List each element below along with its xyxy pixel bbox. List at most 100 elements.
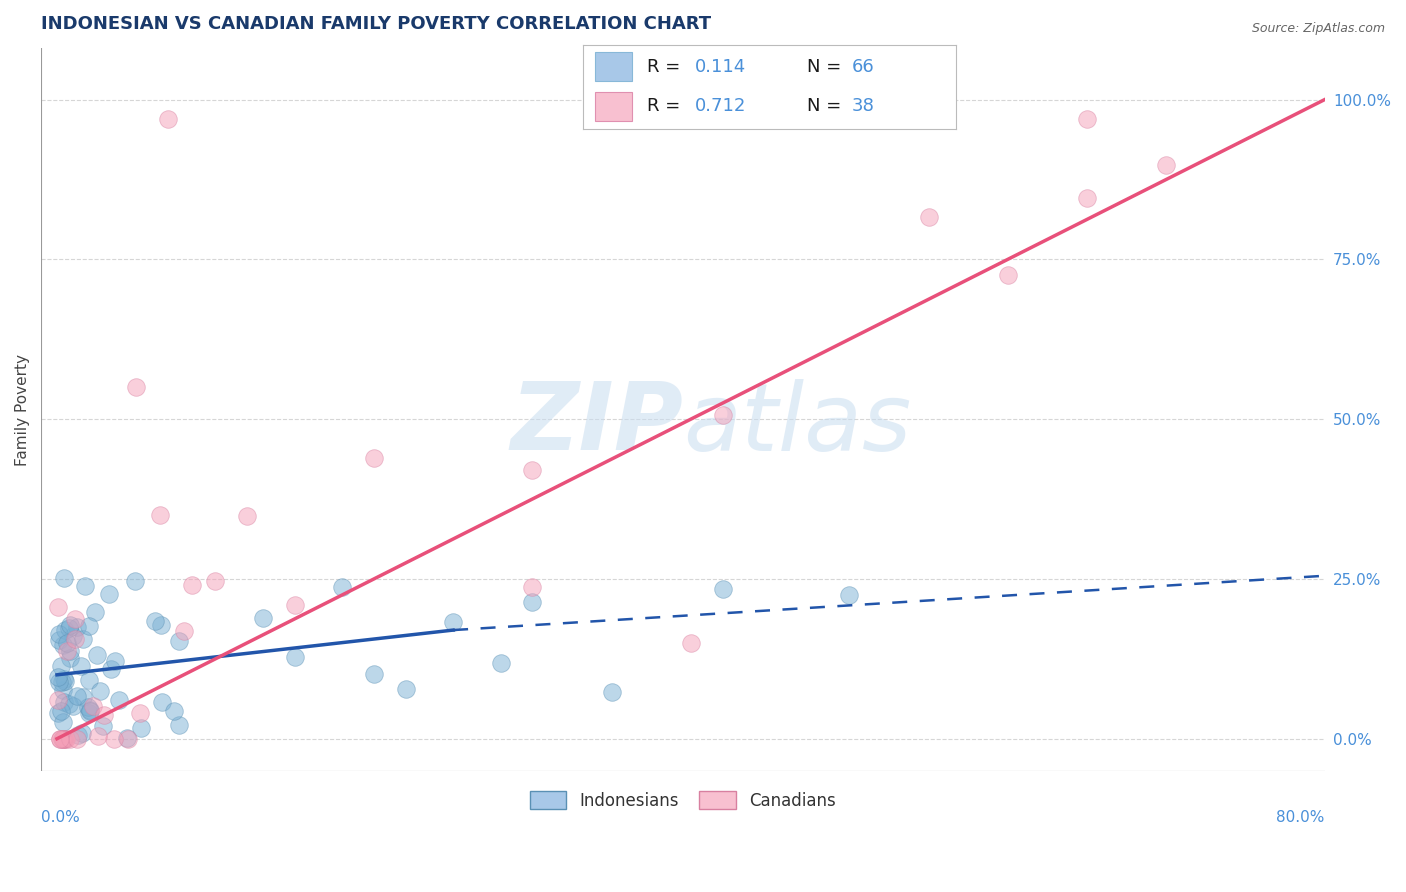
Bar xyxy=(595,92,631,120)
Point xyxy=(79,703,101,717)
Point xyxy=(62,629,84,643)
Point xyxy=(53,731,76,746)
Text: R =: R = xyxy=(647,97,686,115)
Point xyxy=(489,656,512,670)
Point xyxy=(236,509,259,524)
Point xyxy=(86,648,108,662)
Point xyxy=(59,618,82,632)
Point xyxy=(363,450,385,465)
Point xyxy=(72,632,94,646)
Point xyxy=(150,695,173,709)
Point xyxy=(284,650,307,665)
Point xyxy=(49,705,72,719)
Point xyxy=(59,731,82,746)
Text: Source: ZipAtlas.com: Source: ZipAtlas.com xyxy=(1251,22,1385,36)
Point xyxy=(53,672,76,686)
Point xyxy=(115,731,138,745)
Text: 38: 38 xyxy=(852,97,875,115)
Point xyxy=(52,638,75,652)
Point xyxy=(69,658,91,673)
Point xyxy=(51,731,73,746)
Point xyxy=(65,632,87,646)
Point xyxy=(522,463,544,477)
Point xyxy=(330,580,353,594)
Point xyxy=(56,635,79,649)
Point xyxy=(48,632,70,647)
Text: N =: N = xyxy=(807,58,846,76)
Point xyxy=(917,210,939,224)
Point xyxy=(103,731,125,746)
Point xyxy=(1076,190,1098,204)
Point xyxy=(129,722,152,736)
Text: 66: 66 xyxy=(852,58,875,76)
Point xyxy=(49,731,72,746)
Point xyxy=(252,611,274,625)
Point xyxy=(100,662,122,676)
Point xyxy=(56,644,79,658)
Point xyxy=(128,706,150,720)
Point xyxy=(124,574,146,588)
Point xyxy=(58,621,80,635)
Point xyxy=(522,595,544,609)
Point xyxy=(143,614,166,628)
Point xyxy=(363,666,385,681)
Text: 0.114: 0.114 xyxy=(695,58,747,76)
Point xyxy=(67,727,90,741)
Point xyxy=(156,112,179,126)
Point xyxy=(91,719,114,733)
Point xyxy=(204,574,226,589)
Point xyxy=(997,268,1019,282)
Point xyxy=(77,673,100,687)
Point xyxy=(87,729,110,743)
Point xyxy=(59,644,82,658)
Point xyxy=(53,571,76,585)
Point xyxy=(117,731,139,746)
Text: 0.712: 0.712 xyxy=(695,97,747,115)
Point xyxy=(66,690,89,704)
Point xyxy=(46,706,69,721)
Point xyxy=(93,708,115,723)
Point xyxy=(59,651,82,665)
Point xyxy=(103,654,125,668)
Point xyxy=(52,731,75,746)
Text: atlas: atlas xyxy=(683,378,911,469)
Point xyxy=(679,636,702,650)
Point xyxy=(66,620,89,634)
Point xyxy=(77,699,100,714)
Point xyxy=(49,731,72,746)
Point xyxy=(284,598,307,612)
Text: INDONESIAN VS CANADIAN FAMILY POVERTY CORRELATION CHART: INDONESIAN VS CANADIAN FAMILY POVERTY CO… xyxy=(41,15,711,33)
Y-axis label: Family Poverty: Family Poverty xyxy=(15,353,30,466)
Point xyxy=(62,698,84,713)
Text: 80.0%: 80.0% xyxy=(1277,811,1324,825)
Point xyxy=(53,673,76,688)
Text: N =: N = xyxy=(807,97,846,115)
Point xyxy=(394,682,416,697)
Point xyxy=(149,618,172,632)
Point xyxy=(711,582,734,596)
Point xyxy=(48,675,70,690)
Point xyxy=(70,726,93,740)
Bar xyxy=(595,53,631,81)
Point xyxy=(77,619,100,633)
Point xyxy=(63,612,86,626)
Point xyxy=(838,588,860,602)
Point xyxy=(52,731,75,746)
Point xyxy=(53,624,76,638)
Point xyxy=(149,508,172,522)
Point xyxy=(46,692,69,706)
Point xyxy=(58,697,80,711)
Point xyxy=(52,682,75,697)
Point xyxy=(173,624,195,639)
Point xyxy=(163,704,186,718)
Point xyxy=(72,690,94,704)
Point xyxy=(73,579,96,593)
Point xyxy=(48,627,70,641)
Point xyxy=(46,600,69,615)
Legend: Indonesians, Canadians: Indonesians, Canadians xyxy=(523,785,842,816)
Point xyxy=(441,615,464,630)
Text: R =: R = xyxy=(647,58,686,76)
Text: 0.0%: 0.0% xyxy=(41,811,80,825)
Point xyxy=(55,731,77,746)
Point xyxy=(1154,158,1177,172)
